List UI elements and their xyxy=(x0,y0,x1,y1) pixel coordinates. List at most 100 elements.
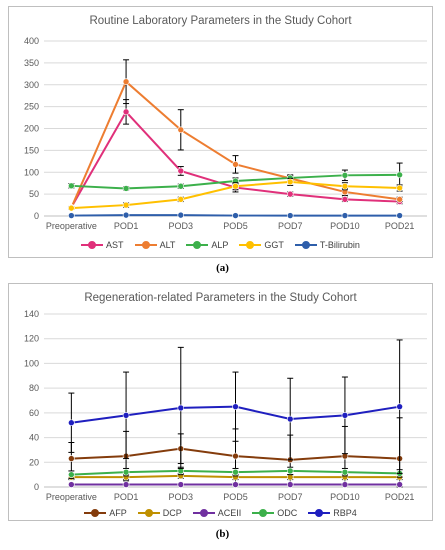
chart-b-xtick-label: Preoperative xyxy=(46,492,97,502)
chart-a-series-ast-point xyxy=(286,190,294,198)
chart-a-xtick-label: POD5 xyxy=(223,221,248,231)
chart-b-ytick-label: 0 xyxy=(34,482,39,492)
chart-b-series-aceii-point xyxy=(286,481,294,488)
chart-b-legend-label-dcp: DCP xyxy=(162,508,182,518)
chart-b-ytick-label: 80 xyxy=(29,383,39,393)
chart-a-xtick-label: POD10 xyxy=(330,221,360,231)
chart-b-series-odc-point xyxy=(341,468,349,476)
chart-a-title: Routine Laboratory Parameters in the Stu… xyxy=(89,15,352,27)
chart-a-legend-item-t-bilirubin: T-Bilirubin xyxy=(294,240,360,250)
chart-a-ytick-label: 100 xyxy=(24,167,39,177)
chart-b-series-rbp4-point xyxy=(396,403,403,410)
chart-a-legend-swatch-t-bilirubin xyxy=(294,241,317,249)
chart-b-panel: Regeneration-related Parameters in the S… xyxy=(8,283,433,521)
chart-a-series-alp-point xyxy=(396,171,403,179)
chart-b-series-rbp4-point xyxy=(122,412,130,419)
chart-a-ytick-label: 50 xyxy=(29,189,39,199)
chart-a-legend: AST ALT ALP GGT T-Bilirubin xyxy=(9,240,432,250)
chart-b-ytick-label: 120 xyxy=(24,334,39,344)
chart-a-series-t-bilirubin-point xyxy=(396,212,403,219)
chart-a-series-alt-point xyxy=(177,126,185,134)
chart-b-series-aceii-point xyxy=(177,481,185,488)
chart-b-series-odc-point xyxy=(122,468,130,476)
chart-b-legend-label-afp: AFP xyxy=(109,508,127,518)
chart-b-series-aceii-point xyxy=(68,481,75,488)
chart-b-series-rbp4-point xyxy=(341,412,349,419)
chart-a-series-alt-point xyxy=(122,78,130,85)
chart-a-series-ast-point xyxy=(177,167,185,175)
chart-a-legend-label-alp: ALP xyxy=(211,240,229,250)
chart-a-ytick-label: 350 xyxy=(24,58,39,68)
chart-b-series-odc-point xyxy=(286,467,294,475)
chart-b-legend-swatch-odc xyxy=(252,509,275,517)
chart-a-series-alp-point xyxy=(68,182,75,190)
chart-a-series-ggt-point xyxy=(396,184,403,192)
chart-a-panel: Routine Laboratory Parameters in the Stu… xyxy=(8,6,433,258)
chart-a-legend-label-t-bilirubin: T-Bilirubin xyxy=(319,240,360,250)
chart-a-plot: 0 50 100 150 200 250 300 350 400 Preoperative POD1… xyxy=(24,36,427,231)
chart-a-ytick-label: 300 xyxy=(24,80,39,90)
chart-b-series-rbp4-point xyxy=(177,404,185,412)
chart-b-series-odc-point xyxy=(68,471,75,478)
chart-b-series-rbp4-point xyxy=(232,403,239,410)
chart-b-legend-item-afp: AFP xyxy=(84,508,127,518)
chart-a-series-ast-point xyxy=(341,196,349,203)
chart-b-xtick-label: POD7 xyxy=(278,492,303,502)
chart-a-series-t-bilirubin-point xyxy=(68,212,75,219)
chart-a-series-alt-point xyxy=(232,161,239,168)
chart-a-legend-swatch-alt xyxy=(134,241,157,249)
chart-b-legend-swatch-afp xyxy=(84,509,107,517)
chart-b-legend-item-odc: ODC xyxy=(252,508,297,518)
chart-b-series-rbp4-point xyxy=(68,419,75,427)
chart-a-legend-label-ast: AST xyxy=(106,240,124,250)
chart-b-series-aceii-point xyxy=(232,481,239,488)
chart-a-ytick-label: 0 xyxy=(34,211,39,221)
chart-a-series-alp-point xyxy=(122,185,130,192)
chart-b-plot: 0 20 40 60 80 100 120 140 Preoperative POD1 POD3 PO… xyxy=(24,309,427,502)
chart-a-series-ast-point xyxy=(122,108,130,116)
chart-a-ytick-label: 400 xyxy=(24,36,39,46)
chart-a-ytick-label: 200 xyxy=(24,124,39,134)
chart-a-legend-label-alt: ALT xyxy=(159,240,176,250)
chart-a-series-t-bilirubin-point xyxy=(286,212,294,219)
chart-a-series-ggt-point xyxy=(122,201,130,209)
chart-b-legend-label-odc: ODC xyxy=(277,508,298,518)
chart-b-ytick-label: 20 xyxy=(29,457,39,467)
chart-b-xtick-label: POD5 xyxy=(223,492,248,502)
figure-a-caption: (a) xyxy=(216,262,229,274)
chart-a-legend-item-alt: ALT xyxy=(134,240,176,250)
chart-a-legend-item-ast: AST xyxy=(81,240,124,250)
chart-b-ytick-label: 140 xyxy=(24,309,39,319)
chart-b-legend: AFP DCP ACEII ODC RBP4 xyxy=(9,508,432,518)
chart-a-xtick-label: Preoperative xyxy=(46,221,97,231)
chart-a-series-ggt-point xyxy=(177,196,185,203)
chart-a-series-alt-point xyxy=(396,196,403,203)
chart-a-legend-swatch-ast xyxy=(81,241,104,249)
chart-a-xtick-label: POD3 xyxy=(169,221,194,231)
chart-a-series-alp-point xyxy=(341,172,349,179)
chart-a-ytick-label: 250 xyxy=(24,102,39,112)
chart-a-series-t-bilirubin-point xyxy=(122,211,130,219)
chart-b-series-aceii-point xyxy=(396,481,403,488)
chart-b-series-afp-point xyxy=(232,452,239,460)
chart-a-series-ggt-point xyxy=(68,204,75,212)
chart-a-xtick-label: POD21 xyxy=(385,221,415,231)
chart-a-series-ggt-point xyxy=(341,182,349,190)
chart-a-series-alp-point xyxy=(177,182,185,190)
chart-a-series-ggt-point xyxy=(286,178,294,186)
chart-b-ytick-label: 60 xyxy=(29,408,39,418)
chart-b-legend-swatch-dcp xyxy=(137,509,160,517)
chart-b-legend-item-rbp4: RBP4 xyxy=(308,508,357,518)
chart-b-series-rbp4-point xyxy=(286,415,294,423)
chart-a-legend-item-ggt: GGT xyxy=(239,240,284,250)
chart-a-legend-label-ggt: GGT xyxy=(264,240,284,250)
chart-b-series-aceii-point xyxy=(341,481,349,488)
chart-a-legend-swatch-alp xyxy=(186,241,209,249)
chart-a-ytick-label: 150 xyxy=(24,145,39,155)
chart-b-xtick-label: POD3 xyxy=(169,492,194,502)
chart-a-series-t-bilirubin-point xyxy=(232,212,239,219)
chart-b-xtick-label: POD21 xyxy=(385,492,415,502)
chart-b-ytick-label: 100 xyxy=(24,358,39,368)
chart-a-xtick-label: POD7 xyxy=(278,221,303,231)
figure-b-caption: (b) xyxy=(215,528,230,540)
